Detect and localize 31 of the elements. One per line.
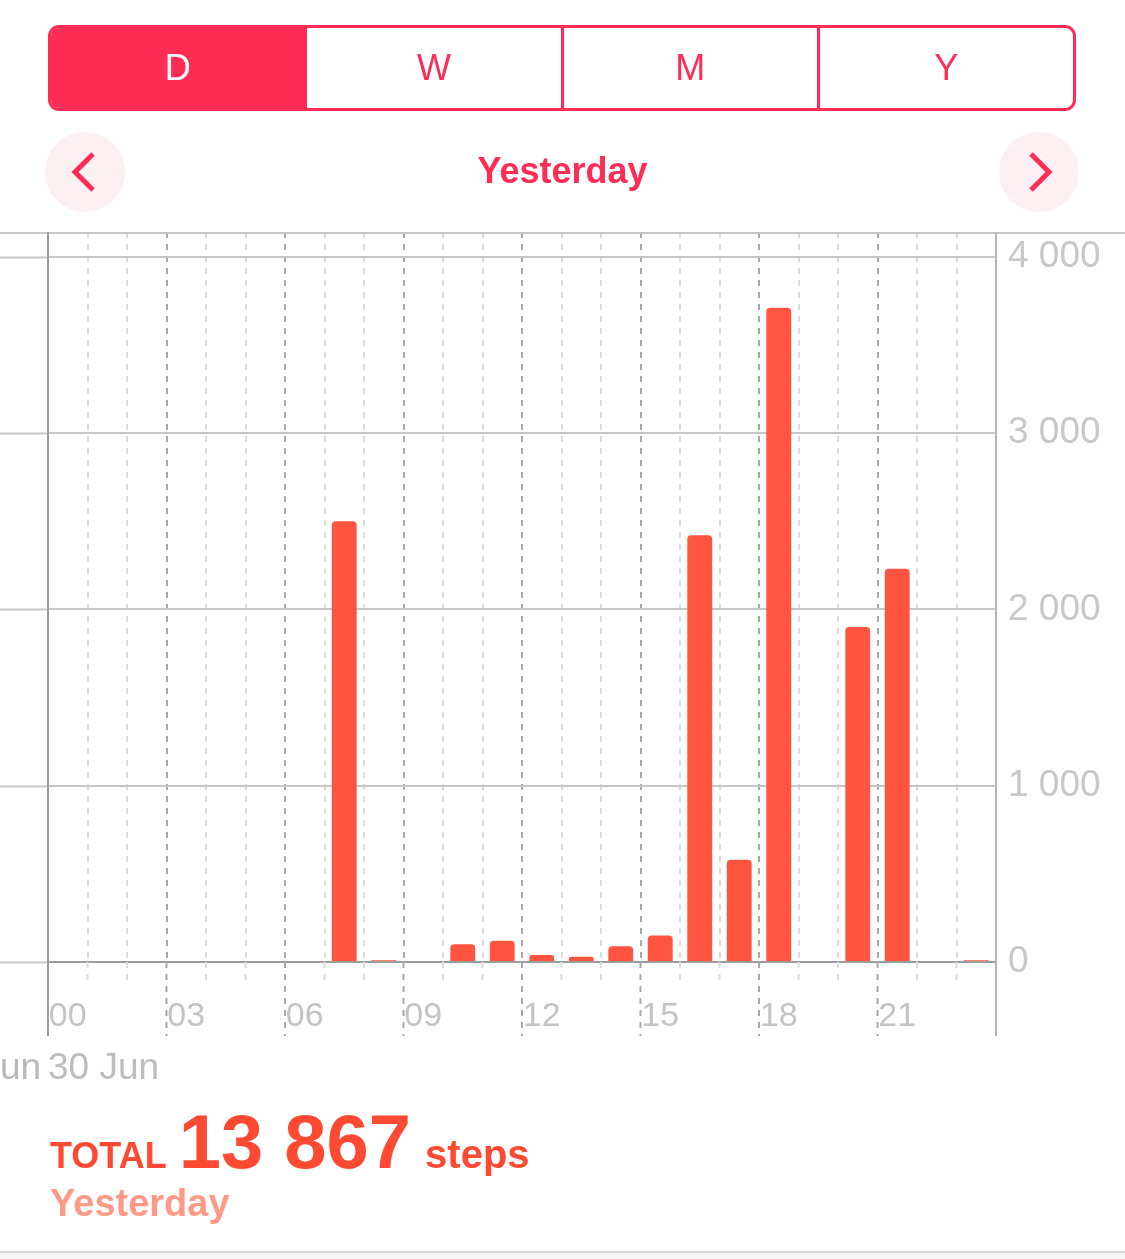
x-tick-label: 06 [285,994,324,1033]
x-tick-label: 18 [759,994,798,1033]
bar [331,521,357,961]
bar [845,626,871,961]
text: Yesterday [50,1182,230,1225]
bar [687,535,713,961]
text: steps [425,1132,530,1177]
x-tick-label: 15 [641,994,680,1033]
bar [489,940,515,961]
bar [726,859,752,961]
bar [884,568,910,961]
text: M [675,47,706,89]
x-tick-label: 09 [404,994,443,1033]
text: un [0,1046,42,1088]
bar [766,307,792,961]
text: 13 867 [178,1098,412,1185]
x-tick-label: 21 [878,994,917,1033]
x-tick-label: 12 [522,994,561,1033]
text: TOTAL [50,1135,167,1177]
bar [450,944,476,961]
text: D [164,47,191,89]
bar [647,935,673,961]
text: Y [934,47,959,89]
bar [529,954,555,961]
bar [608,946,634,961]
x-tick-label: 00 [48,994,87,1033]
text: W [416,47,451,89]
bar [568,956,594,961]
x-tick-label: 03 [167,994,206,1033]
chart-title: Yesterday [476,150,649,192]
text: 30 Jun [48,1046,160,1088]
